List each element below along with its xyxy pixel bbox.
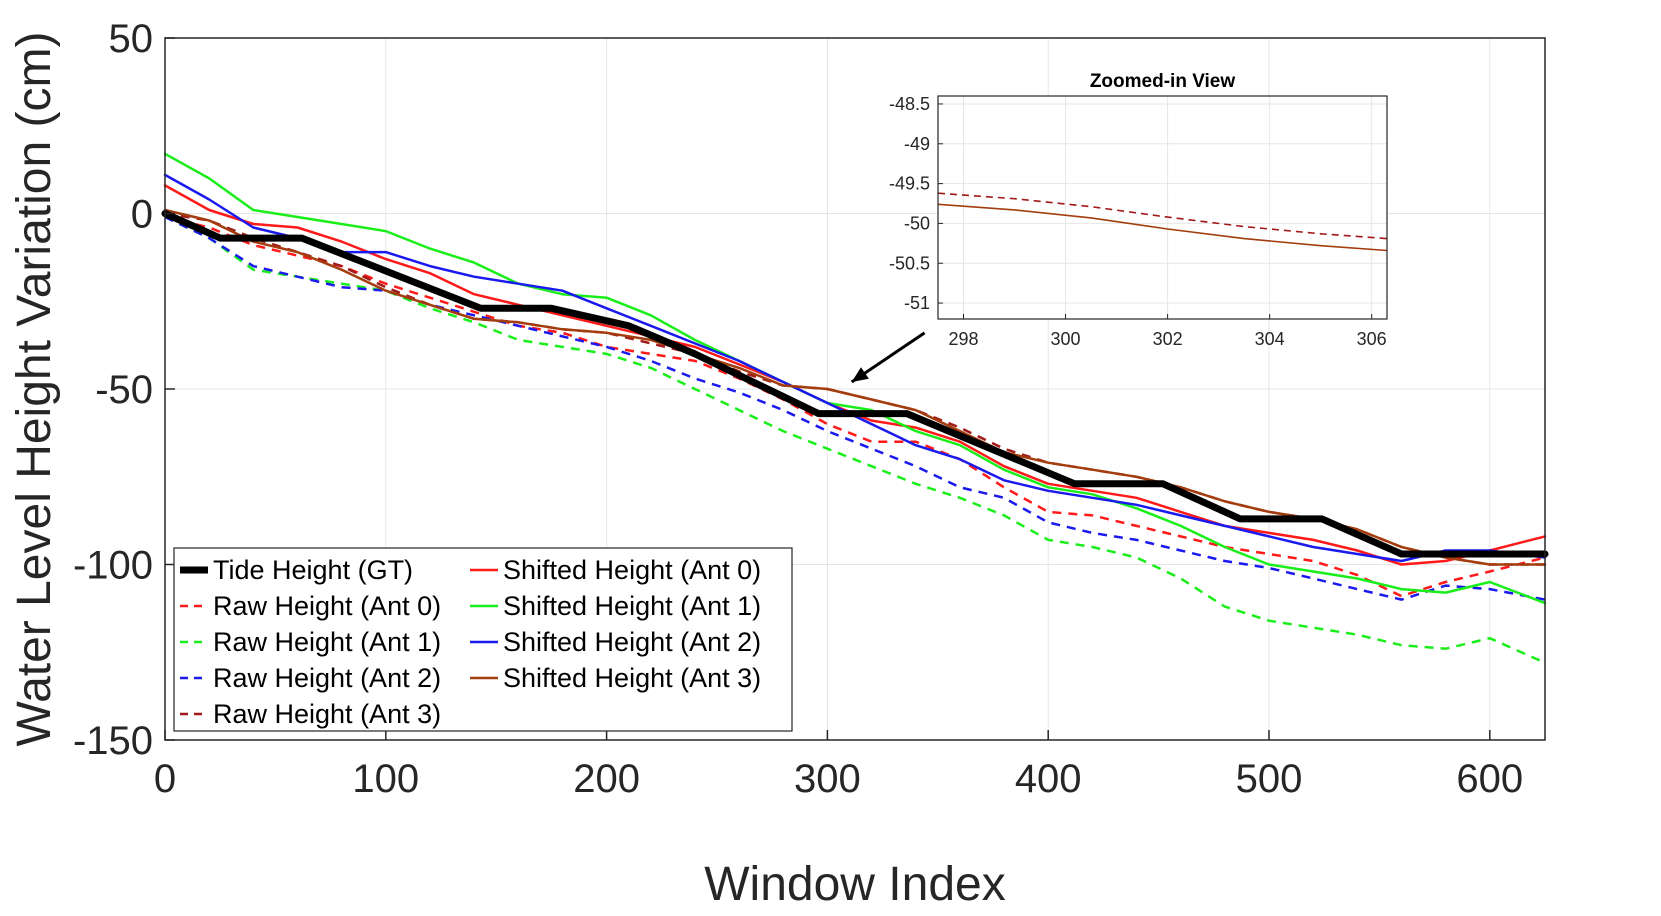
y-tick-label: -50 [95,368,153,412]
legend-label: Shifted Height (Ant 1) [503,591,761,621]
legend-label: Raw Height (Ant 3) [213,699,441,729]
legend-label: Raw Height (Ant 1) [213,627,441,657]
inset-y-tick-label: -48.5 [889,94,930,114]
x-tick-label: 200 [573,757,640,801]
legend-box [173,547,793,732]
y-tick-label: 0 [131,193,153,237]
legend-item-tide-height-gt: Tide Height (GT) [180,555,413,585]
inset-y-tick-label: -50.5 [889,253,930,273]
inset-series-line-shifted-height-ant-3 [937,203,1388,252]
legend-label: Shifted Height (Ant 0) [503,555,761,585]
x-tick-label: 100 [352,757,419,801]
series-line-shifted-height-ant-1 [163,152,1547,605]
y-tick-label: -150 [73,719,153,763]
legend-label: Raw Height (Ant 2) [213,663,441,693]
legend-label: Shifted Height (Ant 3) [503,663,761,693]
x-tick-label: 600 [1456,757,1523,801]
inset-x-tick-label: 306 [1357,329,1387,349]
legend-item-raw-height-ant-2: Raw Height (Ant 2) [180,663,441,693]
y-tick-label: 50 [109,17,154,61]
x-tick-label: 400 [1015,757,1082,801]
series-line-raw-height-ant-0 [164,215,1546,598]
legend-item-shifted-height-ant-3: Shifted Height (Ant 3) [470,663,761,693]
legend-item-shifted-height-ant-1: Shifted Height (Ant 1) [470,591,761,621]
inset-frame [937,95,1388,320]
legend-label: Raw Height (Ant 0) [213,591,441,621]
inset-x-tick-label: 302 [1153,329,1183,349]
inset-y-tick-label: -49 [904,134,930,154]
zoom-arrow [850,331,926,384]
inset-title: Zoomed-in View [1090,71,1236,92]
series-line-tide-height-gt [161,210,1549,558]
y-axis-label: Water Level Height Variation (cm) [8,32,61,747]
inset-y-tick-label: -51 [904,293,930,313]
legend-item-raw-height-ant-0: Raw Height (Ant 0) [180,591,441,621]
inset-y-tick-label: -49.5 [889,174,930,194]
arrow-head [851,367,869,382]
inset-y-tick-label: -50 [904,213,930,233]
zoomed-inset: 298 300 302 304 306 -51 -50.5 -50 -49.5 -49 -48.5 Z… [889,71,1388,349]
legend-item-raw-height-ant-1: Raw Height (Ant 1) [180,627,441,657]
x-axis-label: Window Index [704,858,1005,911]
legend-item-shifted-height-ant-0: Shifted Height (Ant 0) [470,555,761,585]
y-tick-label: -100 [73,544,153,588]
legend-item-shifted-height-ant-2: Shifted Height (Ant 2) [470,627,761,657]
series-layer [161,152,1549,664]
x-tick-label: 500 [1236,757,1303,801]
x-tick-label: 300 [794,757,861,801]
legend: Tide Height (GT) Raw Height (Ant 0) Raw He… [173,547,793,732]
x-tick-label: 0 [154,757,176,801]
inset-x-tick-label: 298 [948,329,978,349]
inset-x-tick-label: 304 [1255,329,1285,349]
legend-item-raw-height-ant-3: Raw Height (Ant 3) [180,699,441,729]
inset-series-line-raw-height-ant-3 [937,192,1388,240]
legend-label: Shifted Height (Ant 2) [503,627,761,657]
axis-ticks: 0 100 200 300 400 500 600 -150 -100 -50 0 50 [73,17,1523,801]
inset-background [938,96,1387,319]
inset-x-tick-label: 300 [1051,329,1081,349]
legend-label: Tide Height (GT) [213,555,413,585]
